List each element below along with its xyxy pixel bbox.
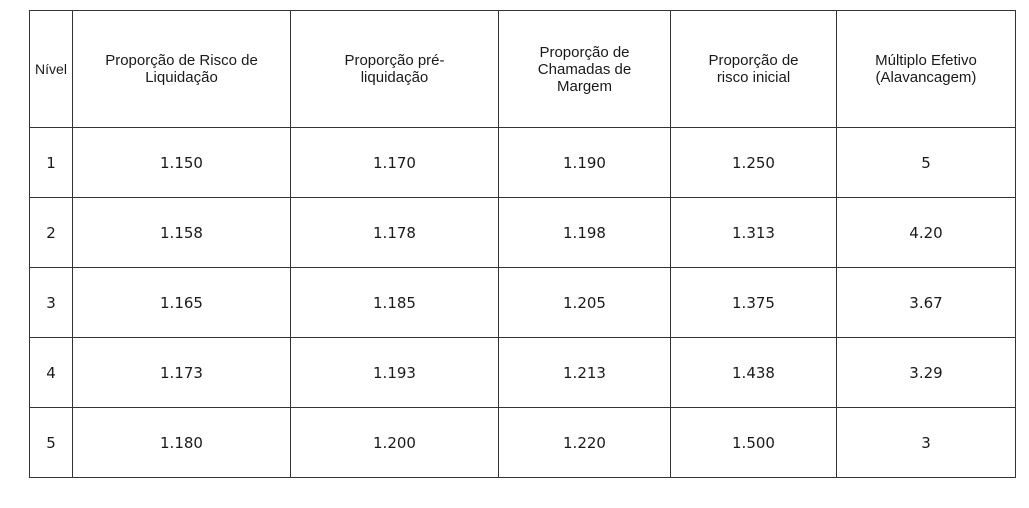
table-cell: 1 [29, 127, 73, 198]
table-cell: 4 [29, 337, 73, 408]
header-text: Nível [35, 60, 67, 77]
table-cell: 1.185 [290, 267, 499, 338]
header-text: Chamadas de [537, 60, 632, 78]
table-cell: 1.170 [290, 127, 499, 198]
table-cell: 3 [29, 267, 73, 338]
table-cell: 5 [29, 407, 73, 478]
table-cell: 3.67 [836, 267, 1016, 338]
table-cell: 1.205 [498, 267, 671, 338]
header-text: liquidação [360, 69, 429, 86]
table-cell: 1.250 [670, 127, 837, 198]
header-text: Margem [556, 77, 612, 95]
header-text: Múltiplo Efetivo [875, 52, 977, 69]
table-row: 4 1.173 1.193 1.213 1.438 3.29 [29, 337, 1016, 408]
table-row: 3 1.165 1.185 1.205 1.375 3.67 [29, 267, 1016, 338]
table-cell: 1.180 [72, 407, 291, 478]
table-cell: 1.150 [72, 127, 291, 198]
header-cell: Proporção de Chamadas de Margem [498, 10, 671, 128]
table-cell: 1.375 [670, 267, 837, 338]
table-row: 1 1.150 1.170 1.190 1.250 5 [29, 127, 1016, 198]
table-cell: 1.190 [498, 127, 671, 198]
table-cell: 2 [29, 197, 73, 268]
header-text: Proporção de [708, 52, 799, 69]
table-row: 5 1.180 1.200 1.220 1.500 3 [29, 407, 1016, 478]
header-text: risco inicial [716, 69, 791, 86]
table-cell: 1.198 [498, 197, 671, 268]
table-cell: 1.178 [290, 197, 499, 268]
data-table: Nível Proporção de Risco de Liquidação Prop… [29, 10, 1016, 478]
table-cell: 4.20 [836, 197, 1016, 268]
table-cell: 5 [836, 127, 1016, 198]
table-cell: 1.165 [72, 267, 291, 338]
table-body: 1 1.150 1.170 1.190 1.250 5 2 1.158 1.178 1.198 1.… [29, 127, 1016, 478]
header-cell: Múltiplo Efetivo (Alavancagem) [836, 10, 1016, 128]
table-cell: 1.158 [72, 197, 291, 268]
header-cell: Proporção de Risco de Liquidação [72, 10, 291, 128]
header-cell: Proporção de risco inicial [670, 10, 837, 128]
header-text: Proporção de Risco de [105, 52, 258, 69]
table-cell: 1.438 [670, 337, 837, 408]
table-cell: 3 [836, 407, 1016, 478]
table-cell: 1.200 [290, 407, 499, 478]
header-cell: Nível [29, 10, 73, 128]
header-row: Nível Proporção de Risco de Liquidação Prop… [29, 10, 1016, 128]
table-cell: 1.500 [670, 407, 837, 478]
table-cell: 3.29 [836, 337, 1016, 408]
table-cell: 1.313 [670, 197, 837, 268]
table-cell: 1.220 [498, 407, 671, 478]
header-text: Proporção pré- [344, 52, 445, 69]
table-cell: 1.213 [498, 337, 671, 408]
table-row: 2 1.158 1.178 1.198 1.313 4.20 [29, 197, 1016, 268]
table-cell: 1.193 [290, 337, 499, 408]
table-head: Nível Proporção de Risco de Liquidação Prop… [29, 10, 1016, 128]
table-cell: 1.173 [72, 337, 291, 408]
header-cell: Proporção pré-liquidação [290, 10, 499, 128]
header-text: Liquidação [145, 69, 218, 86]
header-text: Proporção de [539, 43, 630, 61]
header-text: (Alavancagem) [875, 69, 977, 86]
